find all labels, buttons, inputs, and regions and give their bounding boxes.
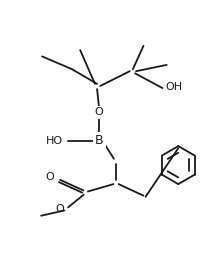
Text: O: O [55, 204, 64, 214]
Text: HO: HO [46, 136, 63, 146]
Text: O: O [46, 172, 54, 182]
Text: B: B [95, 134, 103, 147]
Text: OH: OH [166, 82, 183, 92]
Text: O: O [95, 107, 104, 117]
